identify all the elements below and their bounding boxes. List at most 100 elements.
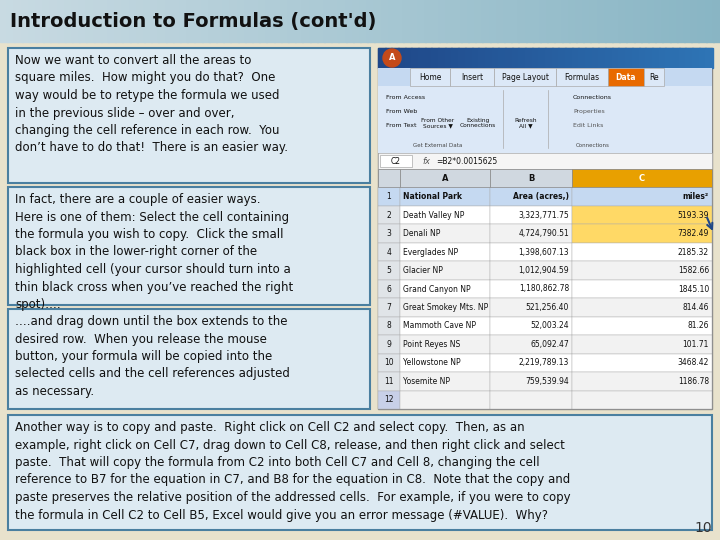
Text: 3: 3 [387,229,392,238]
Bar [451,48,459,68]
Bar [29,0,37,42]
Text: Grand Canyon NP: Grand Canyon NP [403,285,471,294]
Bar [648,0,656,42]
FancyBboxPatch shape [572,187,712,206]
Text: 10: 10 [694,521,712,535]
Text: Page Layout: Page Layout [502,72,549,82]
Text: 814.46: 814.46 [683,303,709,312]
Text: Connections: Connections [573,95,612,100]
Bar [706,0,714,42]
Text: Refresh
All ▼: Refresh All ▼ [515,118,537,129]
FancyBboxPatch shape [378,354,400,372]
Bar [439,0,447,42]
FancyBboxPatch shape [490,298,572,316]
Bar [485,48,492,68]
Bar [353,0,361,42]
Bar [367,0,375,42]
Text: Death Valley NP: Death Valley NP [403,211,464,220]
Text: From Text: From Text [386,123,416,128]
FancyBboxPatch shape [490,261,572,280]
Bar [652,48,660,68]
FancyBboxPatch shape [400,298,490,316]
Bar [302,0,310,42]
Bar [259,0,267,42]
Bar [209,0,217,42]
Bar [552,48,559,68]
Bar [533,0,541,42]
Text: From Other
Sources ▼: From Other Sources ▼ [421,118,454,129]
Text: 1186.78: 1186.78 [678,377,709,386]
FancyBboxPatch shape [490,354,572,372]
FancyBboxPatch shape [490,316,572,335]
FancyBboxPatch shape [572,280,712,298]
Bar [590,0,598,42]
Bar [115,0,123,42]
Bar [398,48,406,68]
Bar [158,0,166,42]
FancyBboxPatch shape [378,225,400,243]
FancyBboxPatch shape [572,316,712,335]
Bar [338,0,346,42]
Text: 4: 4 [387,247,392,256]
FancyBboxPatch shape [400,280,490,298]
Bar [252,0,260,42]
FancyBboxPatch shape [572,335,712,354]
Bar [665,48,673,68]
Bar [94,0,102,42]
FancyBboxPatch shape [400,335,490,354]
Text: 759,539.94: 759,539.94 [526,377,569,386]
FancyBboxPatch shape [378,243,400,261]
Bar [245,0,253,42]
Text: Area (acres,): Area (acres,) [513,192,569,201]
Bar [472,48,480,68]
Bar [492,48,499,68]
Bar [598,48,606,68]
Bar [122,0,130,42]
Bar [360,0,368,42]
Bar [418,48,426,68]
Bar [65,0,73,42]
FancyBboxPatch shape [378,169,400,187]
Text: 3468.42: 3468.42 [678,359,709,367]
Text: 10: 10 [384,359,394,367]
Bar [378,48,386,68]
FancyBboxPatch shape [378,298,400,316]
Bar [504,0,512,42]
Text: 5193.39: 5193.39 [678,211,709,220]
Bar [679,48,686,68]
Bar [458,48,466,68]
Bar [431,48,439,68]
Bar [151,0,159,42]
FancyBboxPatch shape [400,169,490,187]
Bar [645,48,653,68]
Bar [384,48,392,68]
Bar [454,0,462,42]
Bar [592,48,600,68]
Text: C: C [639,174,645,183]
Bar [525,48,533,68]
Bar [545,48,553,68]
Bar [559,48,566,68]
Bar [641,0,649,42]
Bar [324,0,332,42]
Text: =B2*0.0015625: =B2*0.0015625 [436,157,498,165]
Bar [618,48,626,68]
FancyBboxPatch shape [400,187,490,206]
Text: Introduction to Formulas (cont'd): Introduction to Formulas (cont'd) [10,11,377,30]
FancyBboxPatch shape [378,206,400,225]
Bar [392,48,399,68]
Bar [512,48,519,68]
Text: Yellowstone NP: Yellowstone NP [403,359,461,367]
Bar [706,48,713,68]
Bar [223,0,231,42]
Bar [539,48,546,68]
FancyBboxPatch shape [378,280,400,298]
Bar [50,0,58,42]
FancyBboxPatch shape [572,261,712,280]
Bar [526,0,534,42]
Bar [468,0,476,42]
FancyBboxPatch shape [378,372,400,390]
Bar [194,0,202,42]
FancyBboxPatch shape [494,68,556,86]
Bar [619,0,627,42]
